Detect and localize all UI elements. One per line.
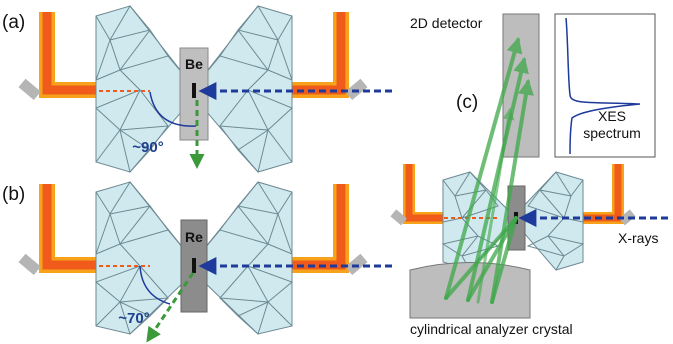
panel-a-anvils [95, 5, 293, 174]
panel-b-sample-cell [192, 258, 196, 273]
panel-a: Be ~90° (a) [2, 5, 392, 174]
panel-b-emission-arrow [146, 272, 195, 343]
ray-up-2 [466, 56, 529, 302]
panel-b-right-anvil [199, 181, 293, 335]
panel-a-label: (a) [2, 12, 25, 33]
panel-a-sample-label: Be [185, 56, 203, 72]
ray-down-2 [466, 216, 518, 302]
detector-label: 2D detector [410, 15, 483, 31]
panel-a-angle-label: ~90° [132, 139, 163, 156]
panel-c-right-anvil [517, 171, 584, 271]
ray-up-3 [490, 78, 534, 304]
panel-a-mount-left [18, 78, 41, 101]
panel-c: 2D detector XES spectrum (c) X-rays [390, 13, 668, 337]
panel-c-label: (c) [456, 92, 478, 113]
panel-c-mount-right [619, 209, 636, 226]
ray-bundle [444, 36, 534, 304]
panel-b-mount-left [18, 253, 41, 276]
spectrum-label-line2: spectrum [583, 125, 641, 141]
panel-a-angle-arc [149, 91, 197, 127]
panel-c-mount-left [390, 209, 407, 226]
panel-b-label: (b) [2, 184, 25, 205]
xes-spectrum-curve [565, 17, 641, 155]
ray-up-1 [444, 36, 523, 300]
ray-up-4 [476, 107, 515, 304]
spectrum-box [554, 13, 656, 158]
panel-b-anvils [95, 181, 293, 335]
panel-a-right-anvil [199, 5, 293, 173]
panel-a-mount-right [345, 78, 368, 101]
analyzer-label: cylindrical analyzer crystal [410, 321, 573, 337]
xrays-label: X-rays [618, 230, 658, 246]
panel-b-angle-label: ~70° [118, 310, 149, 327]
spectrum-label-line1: XES [598, 108, 626, 124]
panel-b-mount-right [345, 253, 368, 276]
panel-b-sample-label: Re [185, 229, 203, 245]
panel-b-angle-arc [139, 265, 171, 305]
panel-a-sample-cell [192, 83, 196, 98]
panel-b: Re ~70° (b) [2, 181, 392, 343]
